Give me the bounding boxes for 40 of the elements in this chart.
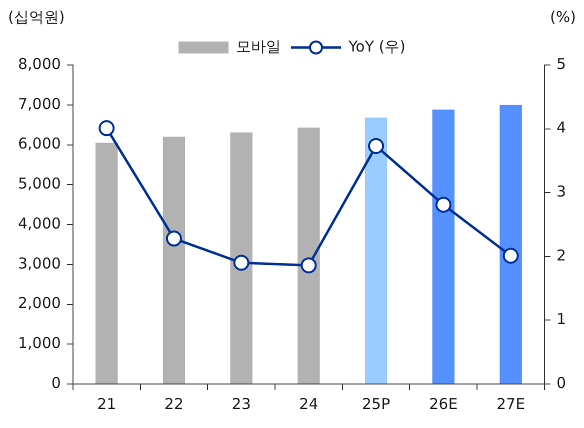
x-tick-label: 22 (164, 394, 184, 413)
y2-tick-label: 5 (556, 54, 566, 73)
x-tick-label: 21 (97, 394, 116, 413)
bar (162, 136, 186, 384)
x-tick-label: 24 (299, 394, 318, 413)
point (233, 254, 250, 271)
point (435, 196, 452, 213)
y-axis-title: (십억원) (8, 8, 65, 27)
y-tick-label: 7,000 (18, 94, 61, 113)
y-tick-label: 1,000 (18, 334, 61, 352)
point (368, 138, 384, 154)
y-tick-label: 4,000 (18, 214, 61, 232)
y2-axis-title: (%) (550, 8, 576, 26)
x-tick-label: 23 (232, 394, 251, 413)
y-tick-label: 6,000 (18, 134, 61, 153)
y-tick-label: 3,000 (18, 254, 61, 272)
x-tick-label: 26E (429, 394, 458, 413)
bar (432, 110, 455, 384)
y-tick-label: 8,000 (18, 54, 61, 73)
bar (298, 128, 320, 384)
y2-tick-label: 4 (556, 118, 566, 137)
point (98, 120, 115, 136)
y2-tick-label: 0 (556, 374, 566, 392)
bar (364, 118, 388, 384)
legend-label: YoY (우) (348, 37, 406, 56)
y-tick-label: 0 (51, 374, 61, 392)
y-tick-label: 5,000 (18, 174, 61, 193)
bar (230, 132, 252, 384)
y2-tick-label: 2 (556, 246, 566, 264)
y2-tick-label: 1 (556, 310, 566, 328)
legend-label: 모바일 (236, 37, 282, 56)
point (300, 257, 317, 274)
y-tick-label: 2,000 (18, 294, 61, 312)
point (502, 248, 519, 264)
y2-tick-label: 3 (556, 182, 566, 200)
bar (96, 142, 118, 384)
point (166, 230, 182, 247)
bar (500, 104, 522, 384)
x-tick-label: 27E (496, 394, 526, 413)
x-tick-label: 25P (362, 394, 390, 413)
